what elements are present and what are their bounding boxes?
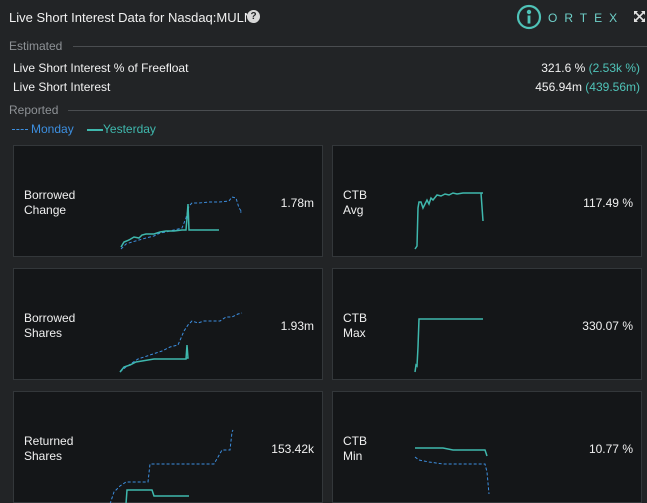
yesterday-series-line — [119, 344, 189, 373]
sparkline-chart — [414, 192, 484, 250]
short-interest-label: Live Short Interest — [13, 80, 111, 94]
yesterday-series-line — [415, 447, 488, 457]
sparkline-chart — [119, 312, 243, 373]
yesterday-series-line — [125, 489, 189, 503]
expand-arrows-icon[interactable] — [633, 10, 646, 23]
card-borrowed-shares[interactable]: Borrowed Shares 1.93m — [13, 268, 323, 380]
sparkline-chart — [414, 318, 483, 373]
freefloat-pct-value: 321.6 % (2.53k %) — [541, 61, 640, 75]
yesterday-series-line — [414, 318, 483, 373]
card-value: 330.07 % — [582, 319, 633, 333]
sparkline-chart — [109, 429, 234, 503]
panel-header: Live Short Interest Data for Nasdaq:MULN… — [0, 0, 647, 34]
sparkline-chart — [414, 447, 490, 495]
card-value: 1.93m — [280, 319, 314, 333]
yesterday-series-line — [120, 203, 219, 248]
sparkline-chart — [120, 196, 243, 250]
card-label: CTB Min — [343, 434, 367, 463]
divider — [68, 110, 647, 111]
card-ctb-min[interactable]: CTB Min 10.77 % — [332, 391, 642, 503]
monday-series-line — [120, 196, 243, 250]
card-value: 10.77 % — [588, 442, 633, 456]
card-returned-shares[interactable]: Returned Shares 153.42k — [13, 391, 323, 503]
dashed-line-icon — [12, 129, 28, 130]
freefloat-pct-label: Live Short Interest % of Freefloat — [13, 61, 189, 75]
short-interest-value: 456.94m (439.56m) — [535, 80, 640, 94]
card-ctb-max[interactable]: CTB Max 330.07 % — [332, 268, 642, 380]
ortex-logo-icon — [516, 4, 542, 30]
question-circle-icon[interactable]: ? — [247, 10, 260, 23]
monday-series-line — [119, 312, 243, 373]
monday-series-line — [109, 429, 234, 503]
card-ctb-avg[interactable]: CTB Avg 117.49 % — [332, 145, 642, 257]
divider — [73, 46, 647, 47]
card-label: Returned Shares — [24, 434, 74, 463]
card-label: Borrowed Shares — [24, 311, 76, 340]
card-value: 117.49 % — [583, 196, 633, 210]
brand-name: ORTEX — [548, 11, 625, 25]
card-label: CTB Max — [343, 311, 367, 340]
panel-title: Live Short Interest Data for Nasdaq:MULN — [9, 10, 254, 25]
card-label: Borrowed Change — [24, 188, 76, 217]
card-borrowed-change[interactable]: Borrowed Change 1.78m — [13, 145, 323, 257]
monday-series-line — [414, 456, 490, 495]
solid-line-icon — [87, 129, 103, 131]
estimated-section-label: Estimated — [9, 39, 63, 53]
card-label: CTB Avg — [343, 188, 367, 217]
yesterday-series-line — [414, 192, 484, 250]
card-value: 1.78m — [280, 196, 314, 210]
reported-section-label: Reported — [9, 103, 59, 117]
card-value: 153.42k — [271, 442, 314, 456]
